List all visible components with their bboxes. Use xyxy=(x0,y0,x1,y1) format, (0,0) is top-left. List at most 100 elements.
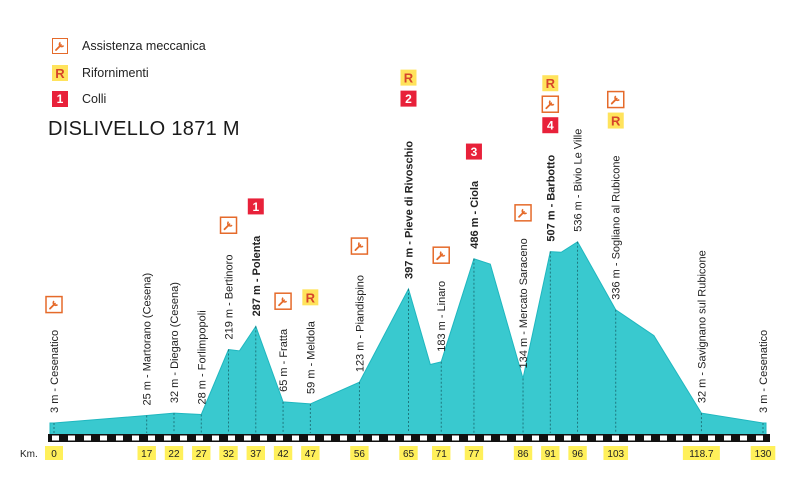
climb-badge: 1 xyxy=(52,91,68,107)
axis-dash xyxy=(228,435,235,441)
waypoint-label: 3 m - Cesenatico xyxy=(758,330,770,413)
axis-dash xyxy=(676,435,683,441)
refuel-icon-bg xyxy=(302,289,319,306)
wrench-icon xyxy=(52,38,68,54)
axis-dash xyxy=(292,435,299,441)
climb-icon-bg xyxy=(542,117,559,134)
km-tag-bg xyxy=(432,446,451,460)
axis-dash xyxy=(148,435,155,441)
waypoint-label: 183 m - Linaro xyxy=(436,281,448,352)
wrench-icon-head xyxy=(52,300,59,307)
axis-dash xyxy=(276,435,283,441)
waypoint-label: 287 m - Polenta xyxy=(251,235,263,317)
climb-icon-number: 4 xyxy=(547,119,554,133)
wrench-icon-head xyxy=(439,251,446,257)
refuel-icon-bg xyxy=(400,69,417,86)
axis-dash xyxy=(388,435,395,441)
km-tick-label: 47 xyxy=(305,449,317,460)
climb-icon: 4 xyxy=(542,117,559,134)
km-tag-bg xyxy=(219,446,238,460)
waypoint-label: 507 m - Barbotto xyxy=(545,155,557,242)
km-tick-label: 96 xyxy=(572,449,584,460)
axis-dash xyxy=(420,435,427,441)
refuel-icon-letter: R xyxy=(306,290,316,305)
refuel-icon-letter: R xyxy=(404,71,414,86)
climb-icon: 2 xyxy=(400,90,417,107)
km-tag-bg xyxy=(464,446,484,460)
km-tick-label: 86 xyxy=(517,449,529,460)
wrench-icon-head xyxy=(614,95,620,102)
km-tag-bg xyxy=(568,446,587,460)
axis-dash xyxy=(244,435,251,441)
wrench-icon-head xyxy=(281,297,288,303)
wrench-icon-head xyxy=(548,100,555,106)
wrench-icon xyxy=(606,90,625,109)
elevation-area xyxy=(49,241,767,438)
km-tag-bg xyxy=(682,446,720,460)
waypoint-label: 123 m - Piandispino xyxy=(354,275,366,372)
legend-label-assistance: Assistenza meccanica xyxy=(82,39,206,53)
axis-dash xyxy=(340,435,347,441)
climb-icon-number: 1 xyxy=(252,200,259,214)
refuel-icon: R xyxy=(302,289,319,306)
waypoint-label: 134 m - Mercato Saraceno xyxy=(518,238,530,368)
km-tag-bg xyxy=(45,446,63,460)
wrench-icon xyxy=(45,295,63,314)
waypoint-label: 65 m - Fratta xyxy=(278,328,290,392)
wrench-icon-head xyxy=(521,208,528,215)
waypoint-label: 219 m - Bertinoro xyxy=(224,255,236,340)
km-tick-label: 103 xyxy=(607,449,624,460)
refuel-icon-letter: R xyxy=(611,114,621,129)
wrench-icon xyxy=(274,292,292,310)
km-tick-label: 17 xyxy=(141,449,153,460)
km-tag-bg xyxy=(192,446,211,460)
axis-dash xyxy=(260,435,267,441)
waypoint-label: 3 m - Cesenatico xyxy=(49,330,61,413)
waypoint-label: 32 m - Savignano sul Rubicone xyxy=(696,250,708,403)
wrench-icon xyxy=(432,246,450,264)
chart-title: DISLIVELLO 1871 M xyxy=(48,118,240,140)
axis-dash xyxy=(324,435,331,441)
axis-dash xyxy=(708,435,715,441)
waypoint-label: 397 m - Pieve di Rivoschio xyxy=(404,141,416,279)
waypoint-label: 536 m - Bivio Le Ville xyxy=(573,129,585,232)
axis-dash xyxy=(356,435,363,441)
km-tick-label: 65 xyxy=(403,449,415,460)
km-tick-label: 71 xyxy=(436,449,448,460)
waypoint-label: 25 m - Martorano (Cesena) xyxy=(142,273,154,406)
km-tick-label: 27 xyxy=(196,449,208,460)
km-tag-bg xyxy=(399,446,418,460)
axis-dash xyxy=(132,435,139,441)
waypoint-label: 59 m - Meldola xyxy=(305,320,317,394)
km-tag-bg xyxy=(603,446,629,460)
climb-icon-number: 3 xyxy=(471,145,478,159)
wrench-icon xyxy=(219,216,238,234)
axis-dash xyxy=(564,435,571,441)
legend-label-climb: Colli xyxy=(82,92,107,106)
axis-dash xyxy=(500,435,507,441)
km-tick-label: 0 xyxy=(51,449,57,460)
axis-dash xyxy=(660,435,667,441)
km-tag-bg xyxy=(750,446,776,460)
axis-dash xyxy=(740,435,747,441)
waypoint-label: 486 m - Ciola xyxy=(469,180,481,249)
legend-item-climb: 1 Colli xyxy=(52,90,106,108)
km-tick-label: 118.7 xyxy=(689,449,714,460)
km-axis-label: Km. xyxy=(20,449,38,460)
axis-dash xyxy=(196,435,203,441)
axis-dash xyxy=(116,435,123,441)
axis-dash xyxy=(628,435,635,441)
km-tick-label: 32 xyxy=(223,449,235,460)
axis-dash xyxy=(84,435,91,441)
axis-dash xyxy=(532,435,539,441)
axis-dash xyxy=(68,435,75,441)
wrench-icon xyxy=(350,237,369,255)
km-tick-label: 37 xyxy=(250,449,262,460)
km-tag-bg xyxy=(273,446,293,460)
axis-dash xyxy=(436,435,443,441)
axis-dash xyxy=(52,435,59,441)
climb-icon: 3 xyxy=(465,143,482,160)
axis-dash xyxy=(756,435,763,441)
axis-dash xyxy=(308,435,315,441)
